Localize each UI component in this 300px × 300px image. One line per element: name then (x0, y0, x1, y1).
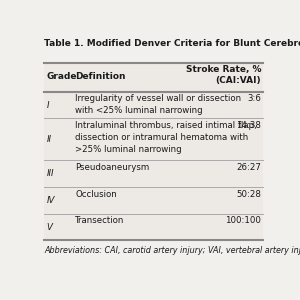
Text: Intraluminal thrombus, raised intimal flap,
dissection or intramural hematoma wi: Intraluminal thrombus, raised intimal fl… (75, 121, 257, 154)
Text: I: I (46, 100, 49, 109)
Text: Occlusion: Occlusion (75, 190, 117, 199)
Text: V: V (46, 223, 52, 232)
Text: Transection: Transection (75, 216, 125, 225)
Text: IV: IV (46, 196, 55, 205)
Text: 26:27: 26:27 (236, 163, 261, 172)
Text: Stroke Rate, %
(CAI:VAI): Stroke Rate, % (CAI:VAI) (186, 65, 261, 86)
Text: 100:100: 100:100 (225, 216, 261, 225)
Text: Definition: Definition (75, 72, 126, 81)
Text: Pseudoaneurysm: Pseudoaneurysm (75, 163, 150, 172)
Text: 14:38: 14:38 (236, 121, 261, 130)
Text: 3:6: 3:6 (247, 94, 261, 103)
Text: 50:28: 50:28 (236, 190, 261, 199)
Text: III: III (46, 169, 54, 178)
Text: Abbreviations: CAI, carotid artery injury; VAI, vertebral artery injury.: Abbreviations: CAI, carotid artery injur… (44, 246, 300, 255)
Text: Irregularity of vessel wall or dissection
with <25% luminal narrowing: Irregularity of vessel wall or dissectio… (75, 94, 242, 115)
Text: II: II (46, 135, 51, 144)
Text: Table 1. Modified Denver Criteria for Blunt Cerebrovascular Injury: Table 1. Modified Denver Criteria for Bl… (44, 38, 300, 47)
Text: Grade: Grade (46, 72, 77, 81)
